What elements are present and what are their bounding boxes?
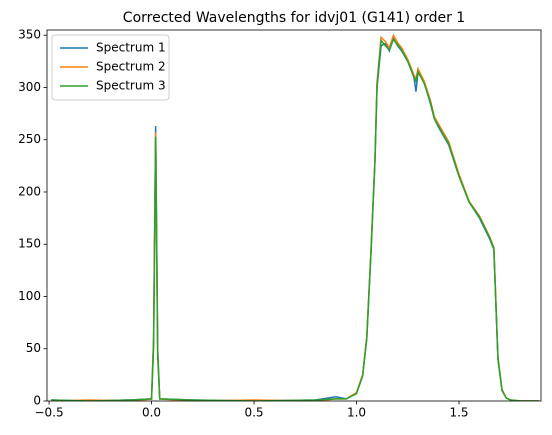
- y-tick-label: 100: [18, 289, 41, 303]
- y-tick-label: 50: [26, 341, 41, 355]
- x-tick-label: 1.0: [347, 406, 366, 420]
- series-line: [51, 37, 539, 401]
- y-tick-label: 250: [18, 132, 41, 146]
- chart-title: Corrected Wavelengths for idvj01 (G141) …: [123, 10, 465, 26]
- y-tick-label: 200: [18, 184, 41, 198]
- x-tick-label: 0.5: [244, 406, 263, 420]
- y-tick-label: 350: [18, 28, 41, 42]
- legend-label: Spectrum 2: [96, 60, 166, 74]
- y-tick-label: 150: [18, 237, 41, 251]
- legend-label: Spectrum 1: [96, 41, 166, 55]
- legend-box: [51, 34, 170, 101]
- y-tick-label: 300: [18, 80, 41, 94]
- legend-label: Spectrum 3: [96, 79, 166, 93]
- y-tick-label: 0: [33, 394, 41, 408]
- x-tick-label: −0.5: [34, 406, 63, 420]
- plot-frame: [46, 29, 542, 402]
- x-tick-label: 0.0: [142, 406, 161, 420]
- x-tick-label: 1.5: [449, 406, 468, 420]
